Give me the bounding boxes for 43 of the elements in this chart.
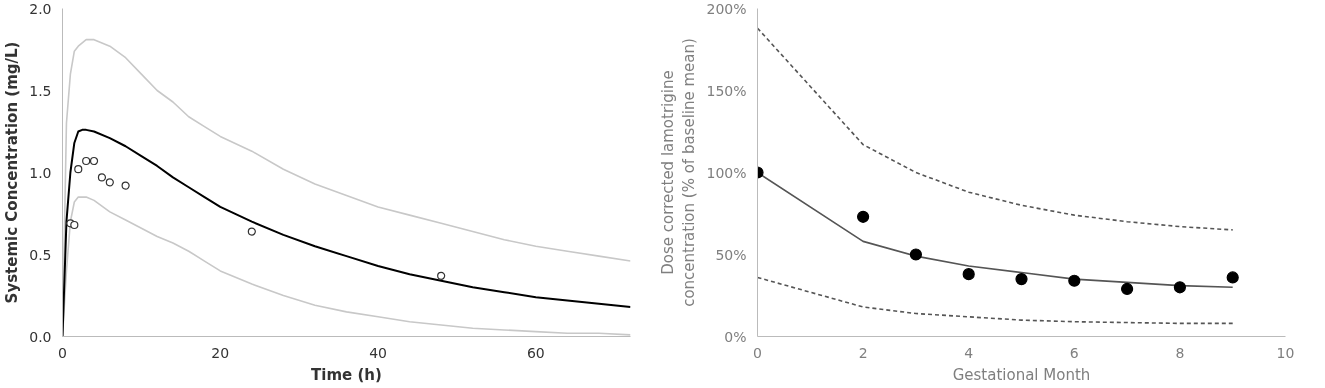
y-tick-label: 2.0 xyxy=(29,0,52,17)
x-axis-title: Gestational Month xyxy=(952,365,1091,384)
point xyxy=(121,181,130,190)
point xyxy=(74,165,83,174)
x-tick-label: 8 xyxy=(1175,344,1185,361)
point xyxy=(437,271,446,280)
point xyxy=(1068,274,1081,287)
y-tick-label: 1.0 xyxy=(29,164,52,181)
y-tick-label: 50% xyxy=(715,246,747,263)
point xyxy=(82,156,91,166)
x-tick-label: 0 xyxy=(753,344,762,361)
point xyxy=(1121,282,1134,296)
x-axis-title: Time (h) xyxy=(311,365,382,384)
y-tick-label: 100% xyxy=(706,164,747,181)
x-tick-label: 60 xyxy=(526,344,545,361)
y-tick-label: 150% xyxy=(706,82,747,99)
y-axis-title: Dose corrected lamotrigine concentration (% of baseline mean) xyxy=(658,38,699,307)
x-tick-label: 20 xyxy=(211,344,230,361)
point xyxy=(89,156,99,166)
y-tick-label: 0% xyxy=(724,328,747,345)
point xyxy=(70,220,79,230)
x-tick-label: 2 xyxy=(858,344,868,361)
point xyxy=(105,178,114,187)
point xyxy=(1015,273,1028,286)
y-tick-label: 0.0 xyxy=(29,328,52,345)
x-tick-label: 4 xyxy=(964,344,974,361)
y-axis-title: Systemic Concentration (mg/L) xyxy=(3,41,22,304)
line-series xyxy=(757,276,1234,325)
x-tick-label: 6 xyxy=(1069,344,1079,361)
point xyxy=(909,248,922,261)
y-tick-label: 1.5 xyxy=(29,82,52,99)
point xyxy=(247,227,256,236)
line-series xyxy=(757,27,1234,231)
point xyxy=(1226,271,1239,284)
x-tick-label: 0 xyxy=(58,344,67,361)
point xyxy=(97,173,107,182)
point xyxy=(1173,281,1186,294)
point xyxy=(857,210,870,223)
point xyxy=(962,268,975,281)
y-tick-label: 200% xyxy=(706,0,747,17)
x-tick-label: 10 xyxy=(1276,344,1295,361)
x-tick-label: 40 xyxy=(369,344,387,361)
y-tick-label: 0.5 xyxy=(29,246,52,263)
